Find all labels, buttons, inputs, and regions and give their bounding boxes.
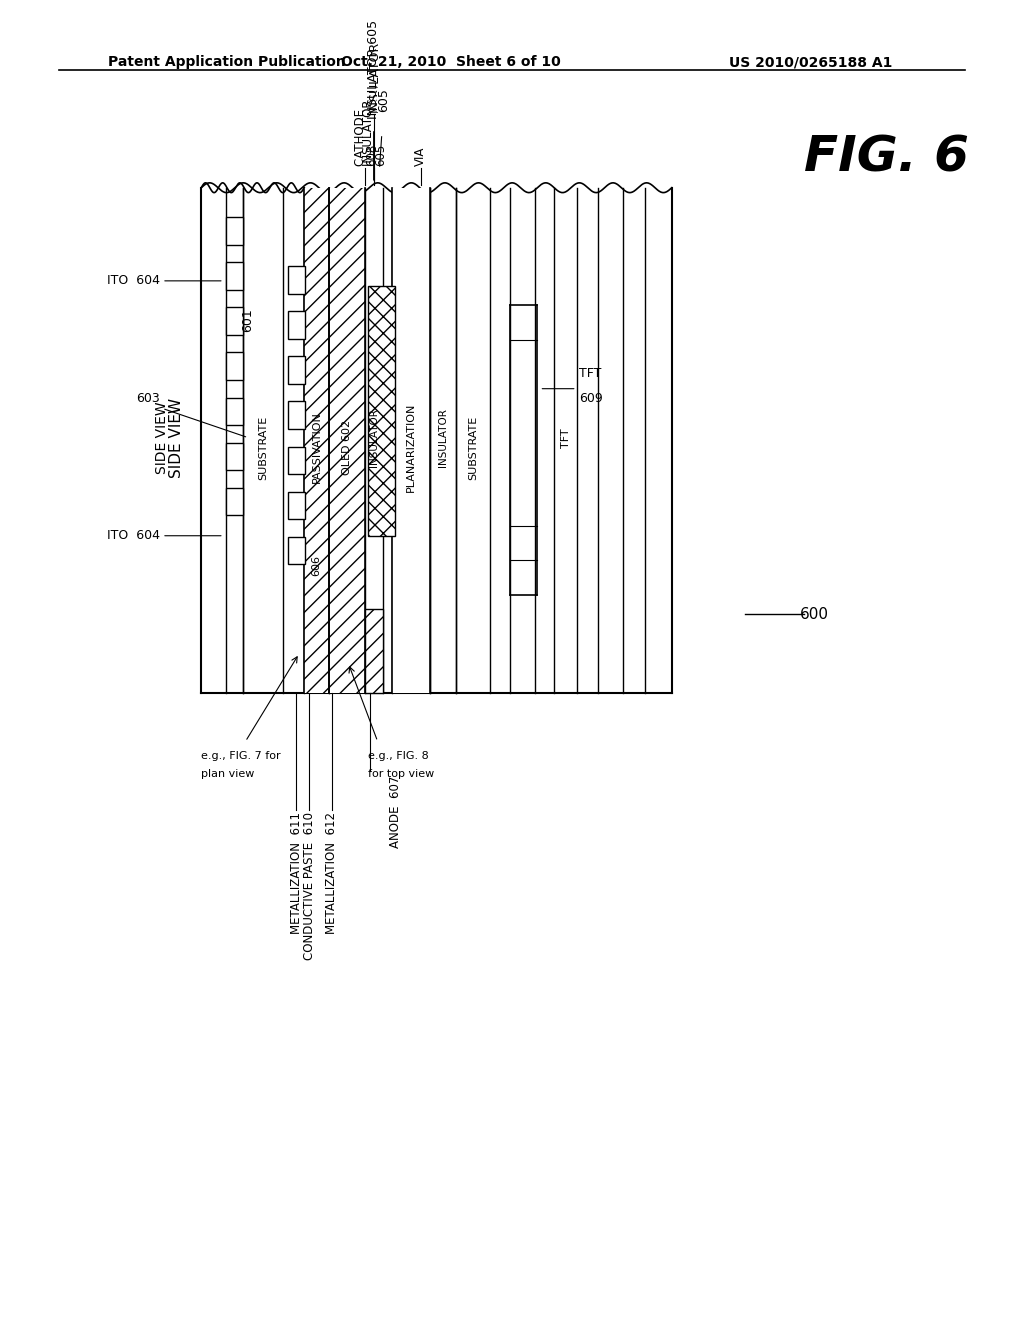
Bar — [225, 487, 244, 515]
Text: INSULATOR: INSULATOR — [362, 92, 376, 166]
Text: SUBSTRATE: SUBSTRATE — [468, 416, 478, 479]
Text: PLANARIZATION: PLANARIZATION — [407, 403, 416, 492]
Bar — [288, 312, 305, 339]
Bar — [225, 263, 244, 289]
Text: 605: 605 — [374, 144, 387, 166]
Text: for top view: for top view — [368, 770, 434, 779]
Bar — [392, 187, 430, 693]
Text: TFT: TFT — [561, 428, 571, 447]
Bar — [288, 267, 305, 293]
Text: 603: 603 — [136, 392, 160, 405]
Bar — [304, 187, 365, 693]
Text: 609: 609 — [579, 392, 602, 405]
Text: 600: 600 — [800, 607, 828, 622]
Text: plan view: plan view — [202, 770, 255, 779]
Text: e.g., FIG. 8: e.g., FIG. 8 — [368, 751, 429, 762]
Text: PASSIVATION: PASSIVATION — [311, 412, 322, 483]
Text: INSULATOR 605: INSULATOR 605 — [368, 20, 380, 119]
Text: FIG. 6: FIG. 6 — [804, 133, 969, 182]
Bar — [288, 356, 305, 384]
Bar — [225, 442, 244, 470]
Bar — [225, 308, 244, 335]
Text: ITO  604: ITO 604 — [108, 529, 160, 543]
Bar — [225, 397, 244, 425]
Text: 606: 606 — [311, 554, 322, 576]
Text: OLED 602: OLED 602 — [342, 420, 352, 475]
Bar — [368, 285, 395, 536]
Text: INSULATOR: INSULATOR — [369, 408, 379, 467]
Text: VIA: VIA — [415, 147, 427, 166]
Text: INSULATOR: INSULATOR — [438, 408, 447, 467]
Text: INSULATOR: INSULATOR — [368, 41, 380, 112]
Text: US 2010/0265188 A1: US 2010/0265188 A1 — [729, 55, 892, 70]
Text: Patent Application Publication: Patent Application Publication — [109, 55, 346, 70]
Text: ITO  604: ITO 604 — [108, 275, 160, 288]
Text: e.g., FIG. 7 for: e.g., FIG. 7 for — [202, 751, 281, 762]
Bar — [288, 537, 305, 564]
Text: SIDE VIEW: SIDE VIEW — [169, 397, 184, 478]
Bar — [288, 446, 305, 474]
Text: 605: 605 — [377, 88, 390, 112]
Text: Oct. 21, 2010  Sheet 6 of 10: Oct. 21, 2010 Sheet 6 of 10 — [341, 55, 561, 70]
Text: CONDUCTIVE PASTE  610: CONDUCTIVE PASTE 610 — [302, 812, 315, 960]
Bar — [288, 491, 305, 519]
Bar — [365, 610, 383, 693]
Text: SIDE VIEW: SIDE VIEW — [155, 401, 169, 474]
Text: SUBSTRATE: SUBSTRATE — [258, 416, 268, 479]
Bar — [288, 401, 305, 429]
Text: 601: 601 — [241, 308, 254, 331]
Text: ANODE  607: ANODE 607 — [389, 776, 402, 849]
Text: TFT: TFT — [579, 367, 601, 380]
Text: METALLIZATION  611: METALLIZATION 611 — [290, 812, 303, 935]
Bar — [225, 352, 244, 380]
Bar — [225, 216, 244, 244]
Text: METALLIZATION  612: METALLIZATION 612 — [326, 812, 338, 935]
Text: CATHODE: CATHODE — [353, 102, 367, 166]
Text: 608: 608 — [366, 144, 378, 166]
